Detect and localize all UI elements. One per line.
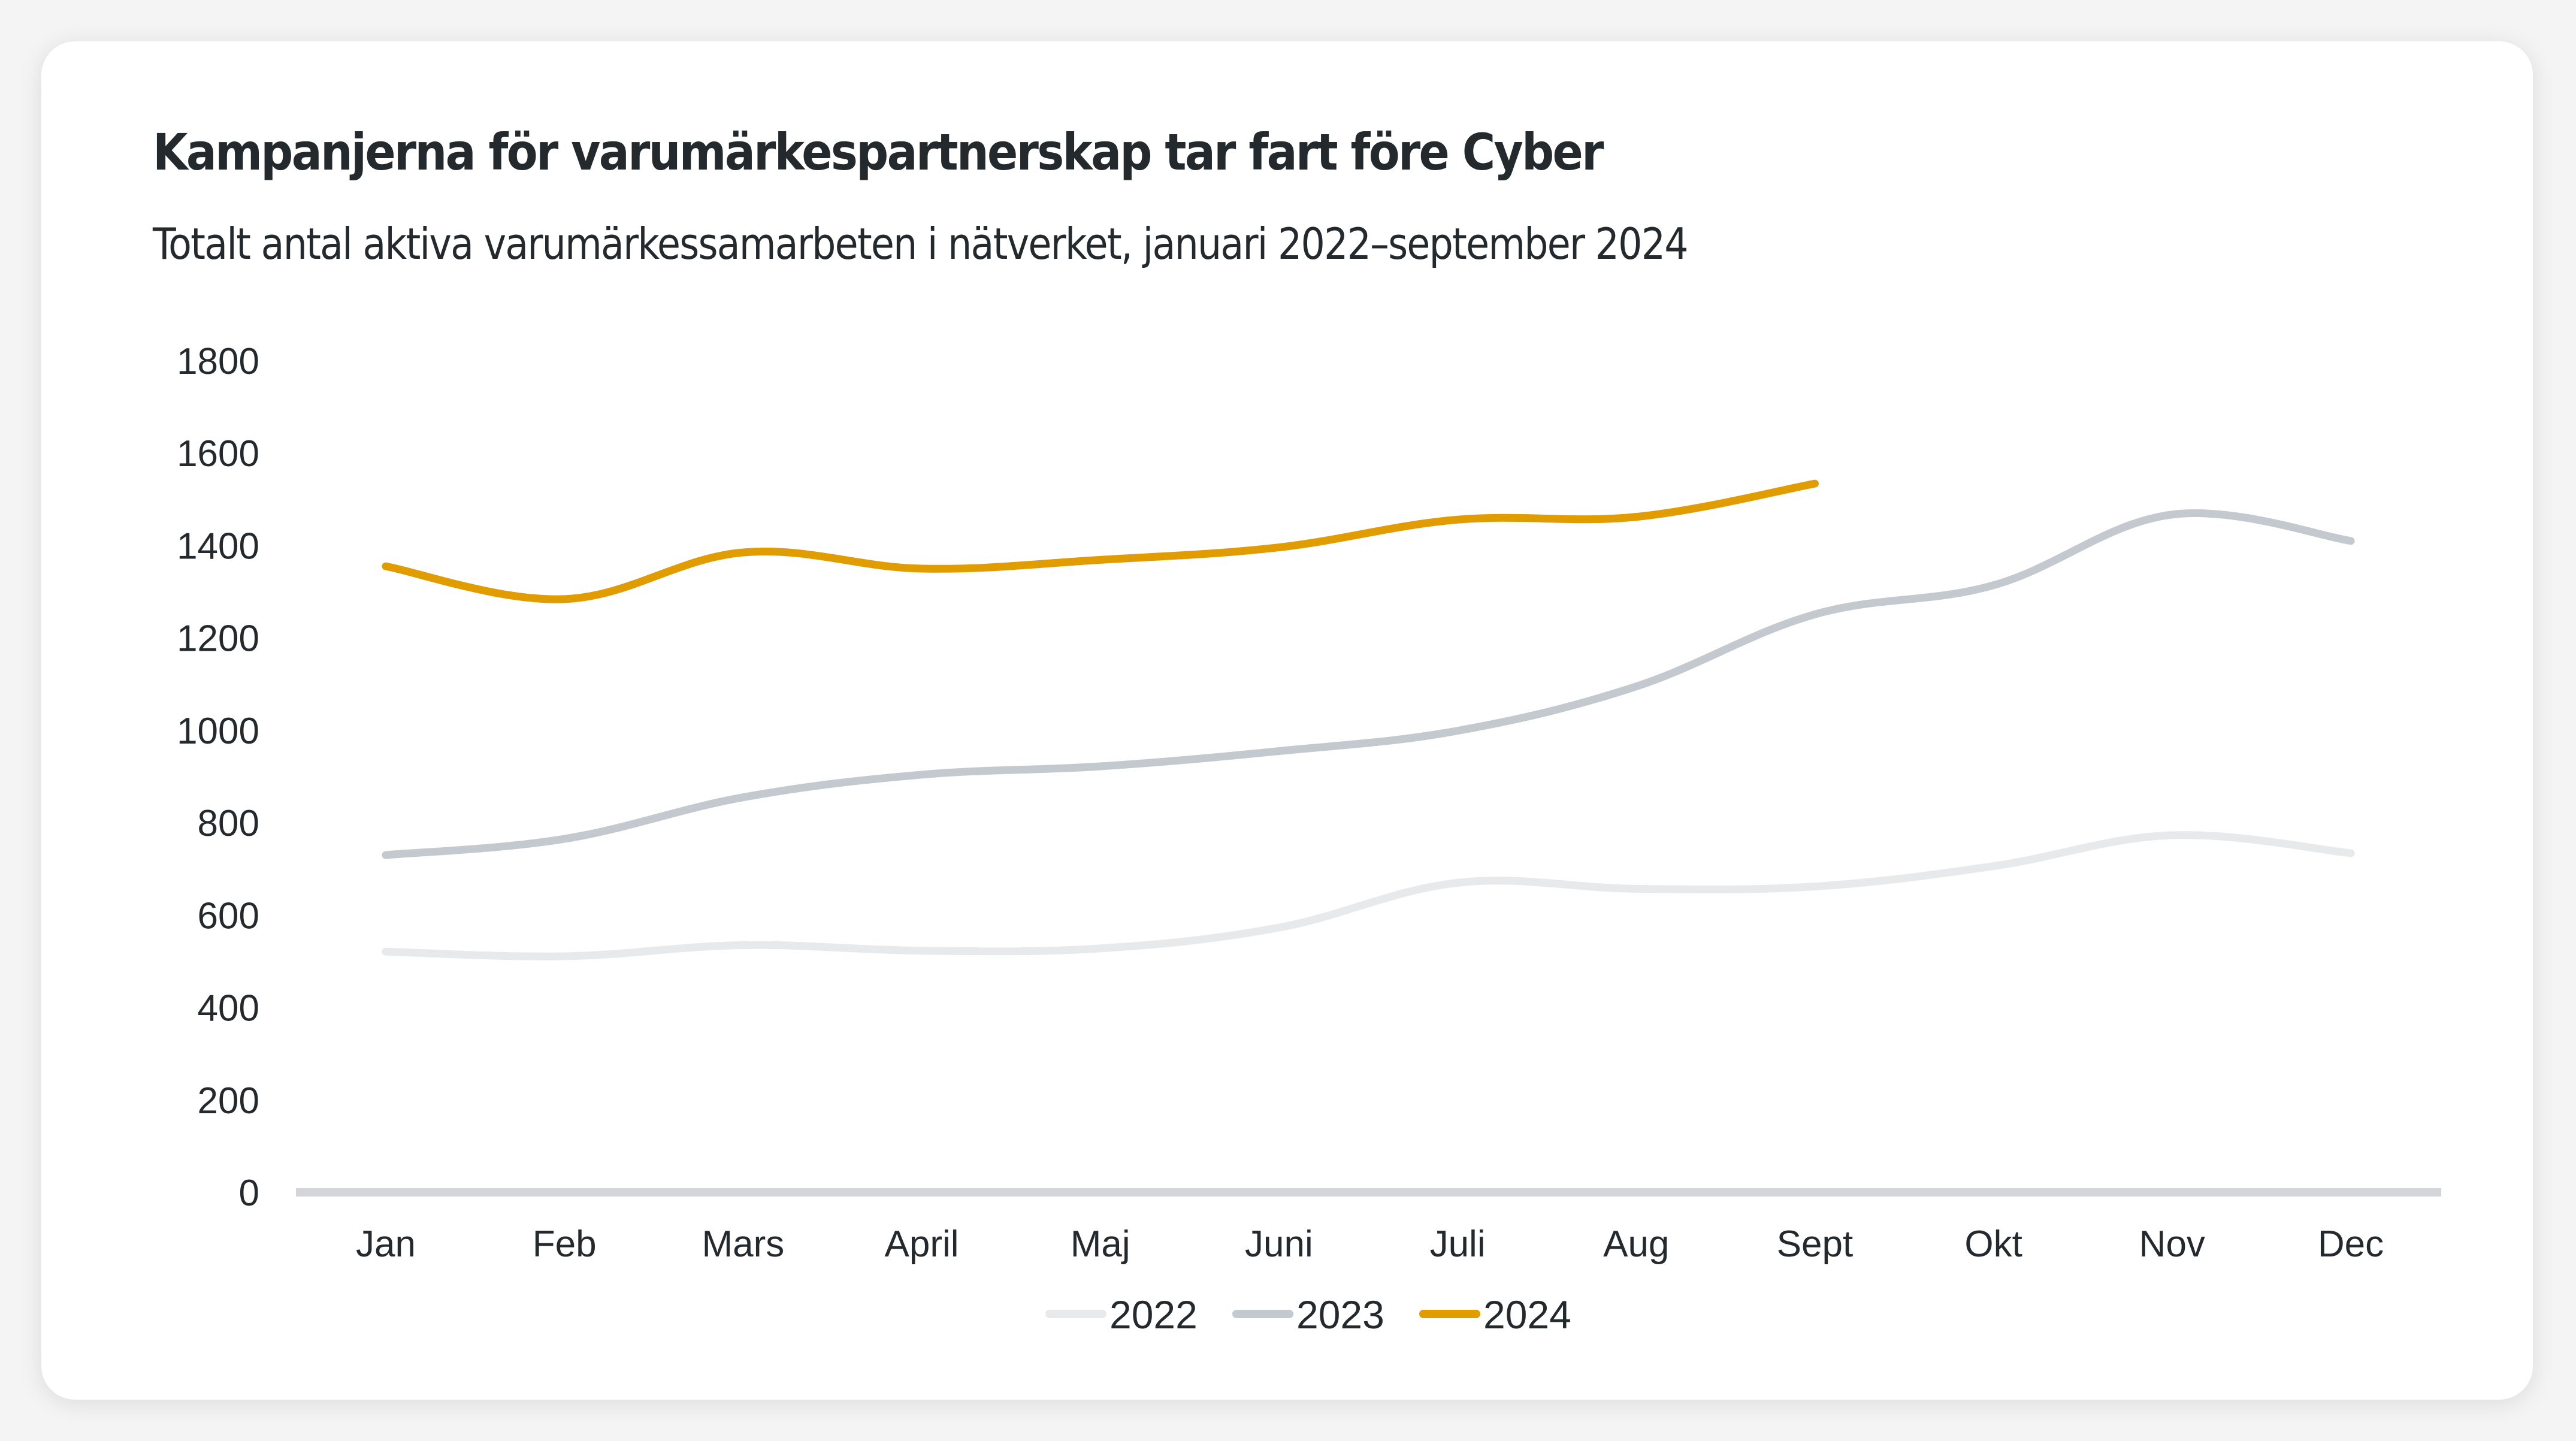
y-tick-label: 0: [239, 1173, 259, 1214]
series-line-2022: [382, 831, 2355, 960]
y-tick-label: 1400: [177, 525, 259, 567]
x-tick-label: Sept: [1777, 1224, 1854, 1265]
legend-label-2022: 2022: [1109, 1292, 1198, 1337]
x-tick-label: Nov: [2139, 1224, 2205, 1265]
x-tick-label: Juni: [1245, 1224, 1313, 1265]
series-line-2024: [382, 479, 1819, 603]
chart-title: Kampanjerna för varumärkespartnerskap ta…: [153, 123, 1604, 182]
x-tick-label: Maj: [1071, 1224, 1130, 1265]
x-tick-label: Aug: [1603, 1224, 1669, 1265]
x-tick-label: Feb: [533, 1224, 597, 1265]
y-tick-label: 1000: [177, 711, 259, 752]
y-tick-label: 600: [198, 895, 259, 937]
x-tick-label: Okt: [1964, 1224, 2022, 1265]
chart-card: [41, 41, 2533, 1400]
x-tick-label: Juli: [1430, 1224, 1486, 1265]
x-tick-label: April: [885, 1224, 959, 1265]
legend-label-2024: 2024: [1483, 1292, 1571, 1337]
y-tick-label: 1800: [177, 341, 259, 382]
series-lines: [382, 479, 2355, 960]
x-tick-label: Mars: [702, 1224, 784, 1265]
y-axis-ticks: 0 200 400 600 800 1000 1200 1400 1600 1800: [177, 341, 259, 1214]
x-tick-label: Jan: [356, 1224, 416, 1265]
y-tick-label: 400: [198, 988, 259, 1029]
series-line-2023: [382, 509, 2355, 859]
legend-label-2023: 2023: [1296, 1292, 1384, 1337]
x-axis-ticks: Jan Feb Mars April Maj Juni Juli Aug Sept Okt Nov D…: [356, 1224, 2384, 1265]
y-tick-label: 1600: [177, 433, 259, 475]
y-tick-label: 200: [198, 1080, 259, 1122]
legend: 2022 2023 2024: [1045, 1292, 1571, 1337]
x-tick-label: Dec: [2318, 1224, 2384, 1265]
y-tick-label: 1200: [177, 618, 259, 660]
y-tick-label: 800: [198, 803, 259, 844]
chart-subtitle: Totalt antal aktiva varumärkessamarbeten…: [153, 219, 1689, 269]
